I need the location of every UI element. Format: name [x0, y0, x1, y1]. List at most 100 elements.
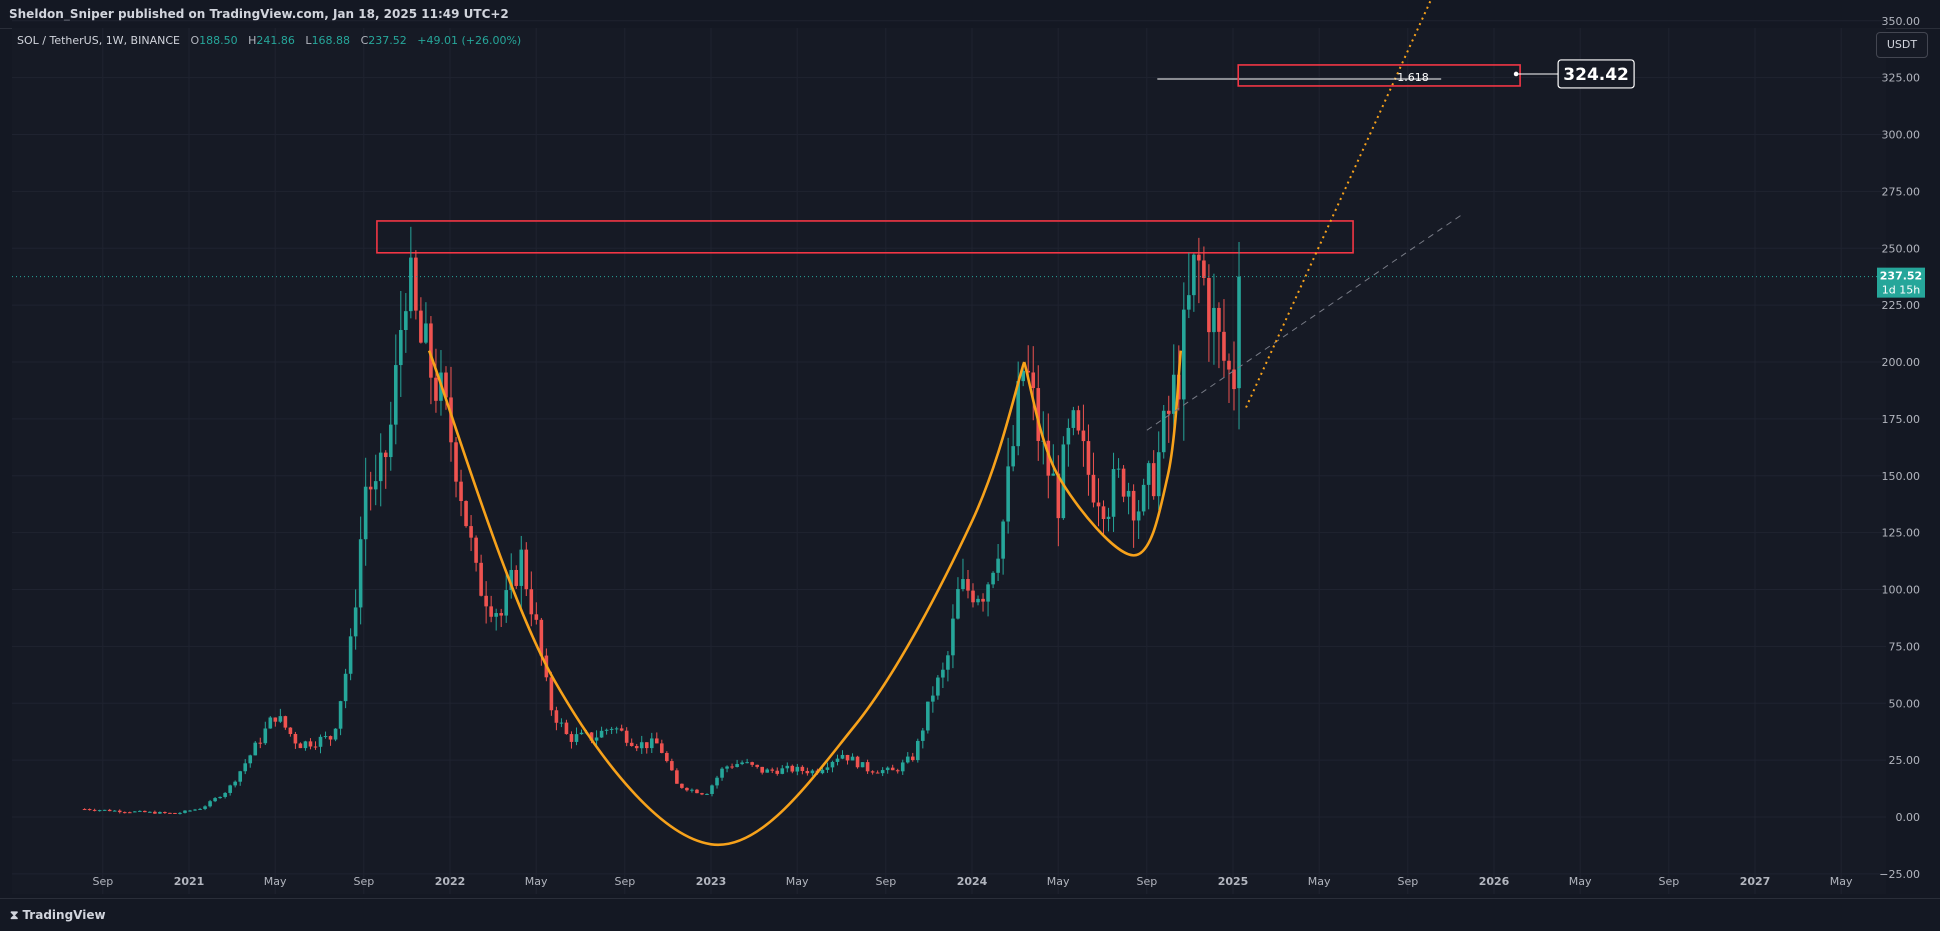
candle-body: [569, 734, 574, 742]
candle-body: [1237, 276, 1241, 389]
x-tick-label: Sep: [354, 875, 375, 888]
candle-body: [143, 810, 147, 813]
candle-body: [629, 742, 634, 746]
x-tick-label: Sep: [1137, 875, 1158, 888]
candle-body: [1151, 463, 1156, 497]
chart-area[interactable]: [12, 28, 1886, 894]
x-tick-label: 2024: [957, 875, 988, 888]
candle-body: [599, 730, 604, 738]
overlays: [12, 0, 1886, 847]
candle-body: [1036, 388, 1041, 441]
candle-body: [855, 756, 860, 768]
candle-body: [790, 765, 795, 772]
candle-body: [685, 787, 689, 791]
candle-body: [1166, 410, 1171, 414]
publish-info: Sheldon_Sniper published on TradingView.…: [9, 7, 509, 21]
candle-body: [765, 769, 770, 773]
candle-body: [348, 636, 353, 674]
candle-body: [168, 812, 172, 814]
candle-body: [1106, 516, 1111, 519]
candle-body: [966, 579, 970, 591]
candle-body: [745, 762, 749, 764]
candle-body: [278, 716, 283, 722]
candle-body: [158, 812, 162, 814]
x-tick-label: May: [1569, 875, 1592, 888]
currency-button[interactable]: USDT: [1876, 32, 1928, 58]
candle-body: [549, 677, 554, 711]
symbol-name[interactable]: SOL / TetherUS, 1W, BINANCE: [17, 34, 180, 47]
y-tick-label: 50.00: [1889, 697, 1921, 710]
candle-body: [238, 771, 242, 782]
y-tick-label: 75.00: [1889, 640, 1921, 653]
candle-body: [649, 738, 654, 749]
candle-body: [1026, 370, 1031, 373]
trend-line: [1146, 213, 1463, 431]
candle-body: [880, 770, 885, 774]
candle-body: [1096, 502, 1101, 507]
price-tag-value: 237.52: [1880, 270, 1922, 283]
candle-body: [378, 452, 383, 482]
candle-body: [941, 669, 945, 678]
cup-curve: [427, 350, 1026, 847]
candle-body: [760, 766, 764, 773]
close-value: 237.52: [368, 34, 407, 47]
candle-body: [740, 762, 744, 765]
candle-body: [173, 812, 177, 814]
candle-body: [755, 764, 759, 767]
candle-body: [459, 481, 463, 502]
y-tick-label: −25.00: [1879, 868, 1920, 881]
candle-body: [183, 810, 187, 813]
candle-body: [122, 812, 127, 814]
symbol-legend: SOL / TetherUS, 1W, BINANCE O188.50 H241…: [17, 34, 521, 47]
candle-body: [795, 766, 800, 772]
y-tick-label: 175.00: [1882, 413, 1921, 426]
candle-body: [504, 590, 509, 616]
candle-body: [218, 796, 222, 799]
candle-body: [810, 770, 815, 774]
candle-body: [188, 810, 192, 812]
candle-body: [1091, 474, 1096, 503]
candle-body: [986, 584, 990, 602]
candle-body: [1227, 360, 1231, 370]
candle-body: [845, 754, 850, 761]
candle-body: [1161, 410, 1166, 453]
price-tag-countdown: 1d 15h: [1882, 284, 1920, 297]
candle-body: [996, 558, 1000, 573]
candle-body: [695, 789, 699, 794]
projection-arrow: [1245, 0, 1432, 408]
candle-body: [589, 732, 594, 741]
price-tag: [1877, 267, 1925, 298]
x-tick-label: 2025: [1218, 875, 1249, 888]
candle-body: [700, 793, 704, 795]
y-tick-label: 0.00: [1896, 811, 1921, 824]
candle-body: [529, 589, 534, 615]
candle-body: [1182, 309, 1186, 400]
candle-body: [87, 809, 92, 811]
candle-body: [414, 257, 418, 311]
candle-body: [725, 766, 729, 769]
candle-body: [835, 758, 840, 762]
tradingview-logo[interactable]: ⧗ TradingView: [10, 908, 106, 923]
candle-body: [1031, 372, 1036, 389]
high-value: 241.86: [256, 34, 295, 47]
candle-body: [971, 590, 975, 603]
candle-body: [705, 793, 709, 795]
candle-body: [203, 806, 207, 809]
candle-body: [1081, 430, 1086, 442]
candle-body: [228, 785, 232, 793]
candle-body: [198, 808, 202, 810]
target-box: [1237, 64, 1521, 87]
candle-body: [634, 745, 639, 749]
candle-body: [263, 728, 268, 744]
candle-body: [1071, 410, 1076, 428]
candle-body: [1197, 254, 1201, 261]
candle-body: [1222, 331, 1226, 361]
candle-body: [1146, 463, 1151, 485]
candle-body: [675, 770, 679, 784]
x-tick-label: 2022: [435, 875, 466, 888]
candle-body: [1217, 307, 1221, 332]
candle-body: [484, 595, 488, 607]
candle-body: [92, 809, 97, 811]
candle-body: [383, 452, 388, 458]
